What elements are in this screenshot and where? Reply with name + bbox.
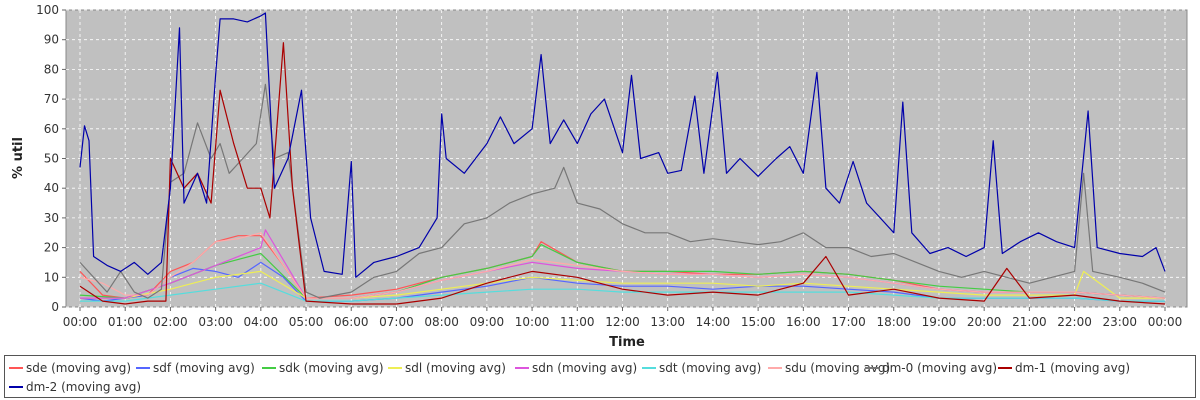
y-axis-title: % util: [11, 137, 26, 179]
legend-swatch: [768, 366, 782, 369]
x-tick-label: 20:00: [967, 315, 1002, 329]
legend-swatch: [998, 366, 1012, 369]
legend-swatch: [865, 366, 879, 369]
legend-item: sdn (moving avg): [515, 361, 637, 375]
legend-item: sdf (moving avg): [136, 361, 255, 375]
legend-label: sdn (moving avg): [532, 361, 638, 375]
x-tick-label: 01:00: [108, 315, 143, 329]
legend-swatch: [9, 385, 23, 388]
y-tick-label: 80: [44, 62, 59, 76]
series-line-sdu: [79, 232, 1166, 299]
x-tick-label: 18:00: [876, 315, 911, 329]
legend-label: sdf (moving avg): [153, 361, 255, 375]
series-line-dm-2: [79, 12, 1166, 278]
x-axis: 00:00 01:00 02:00 03:00 04:00 05:00 06:00 07:00…: [63, 307, 1183, 329]
series-line-sdk: [79, 244, 1166, 299]
x-tick-label: 04:00: [244, 315, 279, 329]
grid-lines: [66, 9, 1187, 308]
y-tick-label: 10: [44, 270, 59, 284]
legend-item: dm-0 (moving avg): [865, 361, 997, 375]
y-tick-label: 90: [44, 33, 59, 47]
x-tick-label: 00:00: [1148, 315, 1183, 329]
legend-swatch: [515, 366, 529, 369]
legend-label: sdk (moving avg): [279, 361, 384, 375]
legend-label: sde (moving avg): [26, 361, 132, 375]
x-tick-label: 13:00: [650, 315, 685, 329]
legend-label: dm-0 (moving avg): [882, 361, 998, 375]
x-tick-label: 12:00: [605, 315, 640, 329]
y-axis: 0 10 20 30 40 50 60 70 80 90 100: [36, 3, 66, 314]
x-tick-label: 05:00: [289, 315, 324, 329]
y-tick-label: 70: [44, 92, 59, 106]
legend-item: dm-2 (moving avg): [9, 380, 141, 394]
y-tick-label: 30: [44, 211, 59, 225]
series-line-sdt: [80, 282, 1165, 302]
x-tick-label: 03:00: [198, 315, 233, 329]
legend-item: sdk (moving avg): [262, 361, 384, 375]
x-tick-label: 09:00: [470, 315, 505, 329]
y-tick-label: 20: [44, 241, 59, 255]
x-tick-label: 16:00: [786, 315, 821, 329]
legend-label: sdl (moving avg): [405, 361, 506, 375]
legend-label: dm-2 (moving avg): [26, 380, 142, 394]
y-tick-label: 50: [44, 152, 59, 166]
x-tick-label: 02:00: [153, 315, 188, 329]
x-tick-label: 17:00: [831, 315, 866, 329]
legend-label: sdt (moving avg): [659, 361, 762, 375]
series-line-sdl: [80, 270, 1165, 299]
series-line-dm-0: [79, 83, 1166, 299]
y-tick-label: 0: [51, 300, 59, 314]
legend-item: sde (moving avg): [9, 361, 131, 375]
y-tick-label: 40: [44, 181, 59, 195]
x-tick-label: 14:00: [696, 315, 731, 329]
series-layer: [79, 12, 1166, 305]
x-tick-label: 22:00: [1057, 315, 1092, 329]
x-tick-label: 23:00: [1102, 315, 1137, 329]
legend-item: dm-1 (moving avg): [998, 361, 1130, 375]
x-tick-label: 19:00: [922, 315, 957, 329]
x-tick-label: 15:00: [741, 315, 776, 329]
x-tick-label: 00:00: [63, 315, 98, 329]
legend-label: dm-1 (moving avg): [1015, 361, 1131, 375]
legend-swatch: [262, 366, 276, 369]
legend-item: sdu (moving avg): [768, 361, 890, 375]
chart: 0 10 20 30 40 50 60 70 80 90 100 00:00 01:00 02:00 03…: [11, 3, 1188, 350]
y-tick-label: 100: [36, 3, 59, 17]
legend-swatch: [388, 366, 402, 369]
x-tick-label: 10:00: [515, 315, 550, 329]
x-tick-label: 07:00: [379, 315, 414, 329]
x-tick-label: 11:00: [560, 315, 595, 329]
x-tick-label: 06:00: [334, 315, 369, 329]
x-axis-title: Time: [609, 335, 645, 350]
legend-swatch: [136, 366, 150, 369]
y-tick-label: 60: [44, 122, 59, 136]
legend-label: sdu (moving avg): [785, 361, 891, 375]
legend-item: sdl (moving avg): [388, 361, 506, 375]
legend-item: sdt (moving avg): [642, 361, 761, 375]
x-tick-label: 21:00: [1012, 315, 1047, 329]
legend: sde (moving avg) sdf (moving avg) sdk (mov…: [4, 355, 1196, 398]
series-line-dm-1: [79, 42, 1166, 305]
legend-swatch: [642, 366, 656, 369]
x-tick-label: 08:00: [424, 315, 459, 329]
legend-swatch: [9, 366, 23, 369]
